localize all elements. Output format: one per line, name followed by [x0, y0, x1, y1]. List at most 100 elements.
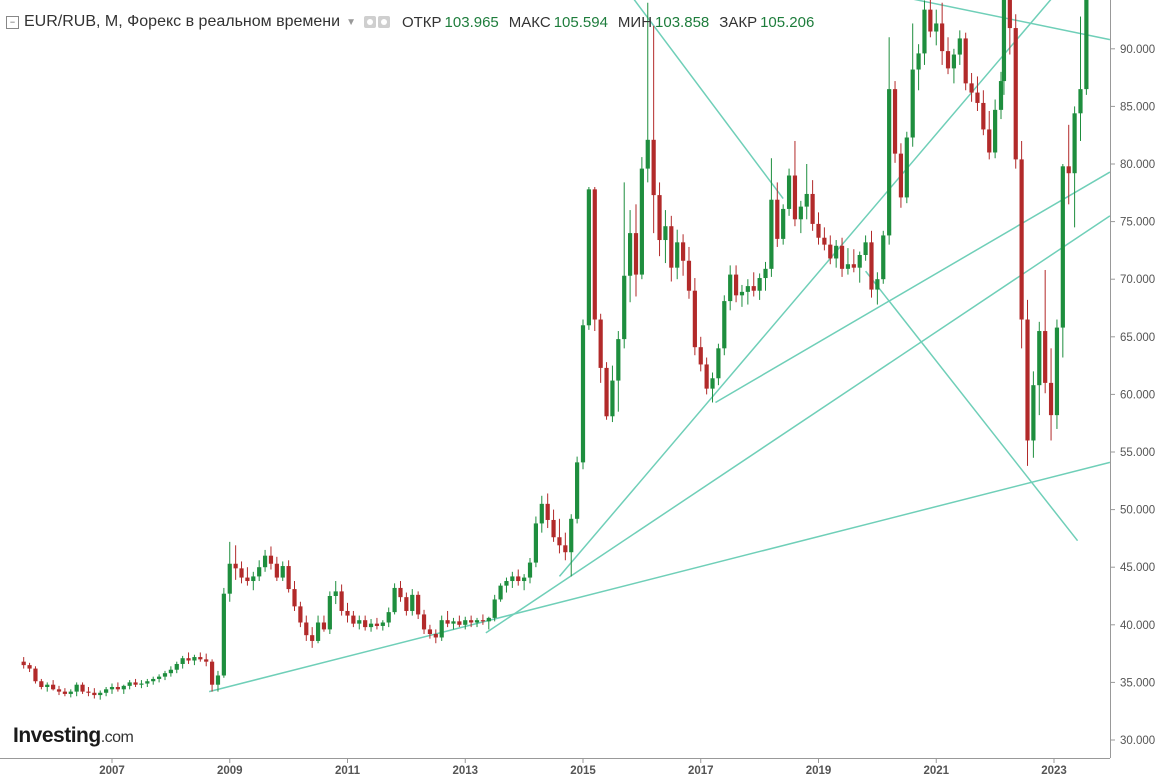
y-tick-label: 50.000: [1120, 505, 1155, 517]
candle-body: [180, 658, 185, 664]
candle-body: [775, 199, 780, 239]
chevron-down-icon[interactable]: ▼: [346, 16, 356, 28]
candle-body: [245, 577, 250, 582]
candle-body: [934, 23, 939, 32]
candle-body: [722, 301, 727, 349]
candle-body: [398, 587, 403, 598]
candle-body: [192, 657, 197, 661]
candle-body: [504, 581, 509, 586]
candle-body: [168, 669, 173, 674]
candle-body: [698, 347, 703, 365]
y-tick-label: 75.000: [1120, 217, 1155, 229]
candle-body: [898, 153, 904, 198]
candle-body: [421, 614, 427, 630]
collapse-legend-icon[interactable]: −: [6, 15, 19, 29]
candle-body: [963, 38, 968, 84]
candle-body: [763, 268, 768, 279]
candle-body: [239, 568, 244, 578]
candle-body: [875, 279, 880, 290]
candle-body: [392, 587, 397, 613]
candle-body: [215, 675, 221, 685]
candle-body: [916, 53, 921, 70]
candle-body: [863, 242, 868, 256]
candle-body: [298, 606, 303, 623]
candle-body: [121, 685, 126, 690]
candle-body: [669, 226, 674, 268]
candle-body: [33, 668, 38, 682]
candle-body: [610, 380, 615, 417]
candle-body: [604, 367, 609, 417]
candle-body: [280, 566, 285, 578]
candle-body: [363, 620, 368, 628]
candle-body: [657, 195, 662, 241]
candle-body: [716, 348, 721, 379]
x-tick-label: 2019: [806, 765, 832, 777]
candle-body: [274, 563, 279, 578]
candle-body: [592, 189, 597, 320]
candle-body: [745, 286, 750, 292]
candle-body: [209, 661, 215, 685]
y-tick-label: 80.000: [1120, 159, 1155, 171]
high-value: 105.594: [553, 13, 608, 31]
candle-body: [887, 89, 892, 236]
candle-body: [769, 199, 774, 269]
candle-body: [633, 233, 639, 275]
candle-body: [639, 168, 644, 275]
candle-body: [104, 689, 109, 693]
settings-gear-icon[interactable]: [377, 16, 390, 28]
candle-body: [1060, 166, 1065, 328]
candle-body: [445, 620, 450, 624]
candle-body: [268, 555, 274, 564]
candle-body: [433, 634, 438, 638]
candle-body: [109, 687, 115, 690]
low-value: 103.858: [655, 13, 710, 31]
investing-logo[interactable]: Investing.com: [13, 724, 134, 748]
candle-body: [68, 691, 73, 694]
candle-body: [622, 275, 627, 340]
x-tick-label: 2015: [570, 765, 596, 777]
eye-icon[interactable]: [363, 16, 376, 28]
candle-body: [651, 139, 656, 196]
low-label: МИН: [617, 13, 653, 31]
candle-body: [480, 620, 486, 622]
y-tick-label: 70.000: [1120, 274, 1155, 286]
candle-body: [810, 193, 815, 224]
candle-body: [221, 593, 226, 676]
candle-body: [869, 242, 874, 290]
candle-body: [74, 684, 79, 692]
candle-body: [115, 687, 120, 690]
candle-body: [1043, 331, 1048, 383]
candle-body: [469, 620, 474, 623]
candle-body: [616, 339, 621, 381]
candle-body: [586, 189, 591, 326]
candle-body: [751, 286, 756, 291]
candle-body: [1048, 382, 1054, 416]
candle-body: [663, 226, 668, 241]
candle-body: [675, 242, 680, 268]
candle-body: [957, 38, 962, 55]
candle-body: [804, 193, 809, 207]
candle-body: [975, 92, 980, 103]
candle-body: [286, 566, 291, 590]
candle-body: [416, 594, 421, 615]
candle-body: [828, 244, 833, 259]
candle-body: [45, 684, 50, 688]
candle-body: [792, 175, 798, 220]
trend-line: [865, 270, 1079, 542]
trend-line: [208, 461, 1111, 693]
candle-body: [368, 623, 374, 628]
candle-body: [333, 591, 338, 596]
candle-body: [457, 621, 462, 625]
candle-body: [533, 523, 538, 563]
candle-body: [857, 255, 862, 268]
candle-body: [62, 691, 67, 694]
trend-line: [633, 0, 784, 200]
candle-body: [92, 692, 97, 696]
candle-body: [645, 139, 650, 169]
candle-body: [1025, 319, 1030, 441]
symbol-title[interactable]: EUR/RUB, M, Форекс в реальном времени: [24, 13, 341, 30]
candle-body: [127, 682, 132, 686]
candle-body: [304, 622, 309, 636]
